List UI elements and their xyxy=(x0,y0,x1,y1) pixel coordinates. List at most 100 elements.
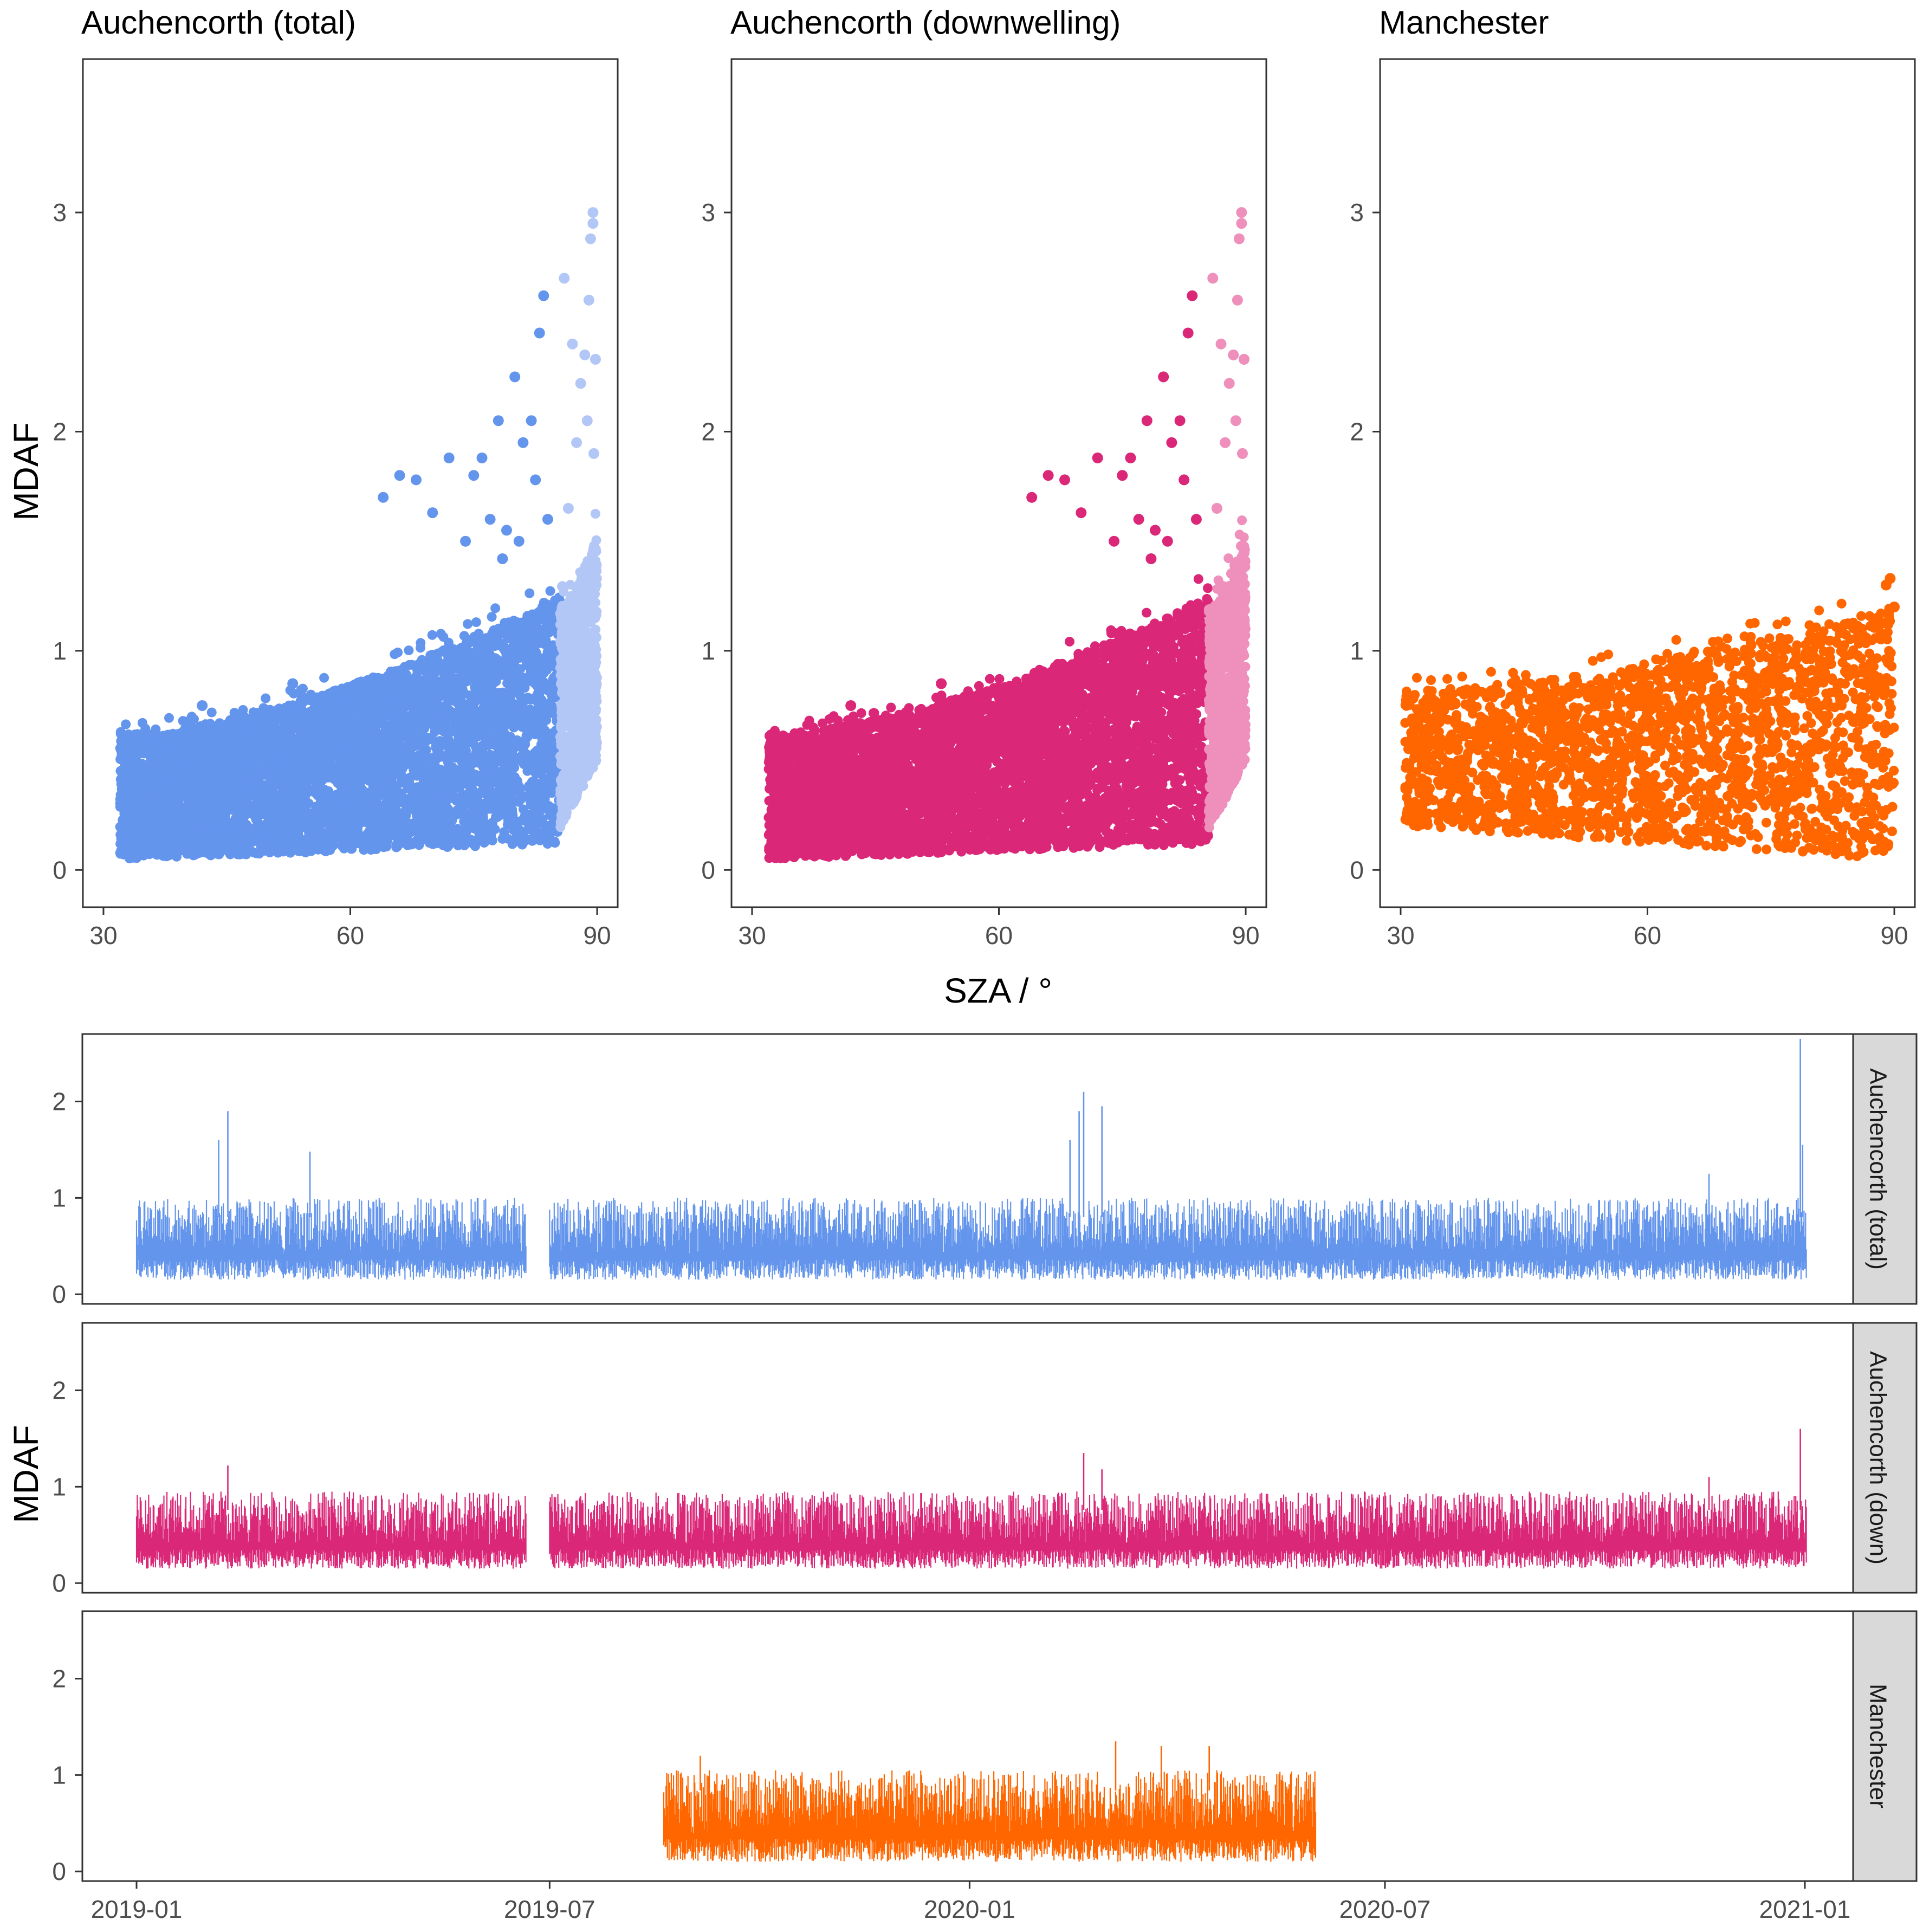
scatter-point xyxy=(289,765,299,776)
scatter-point xyxy=(240,805,250,815)
scatter-point xyxy=(504,656,514,666)
scatter-point xyxy=(161,745,172,755)
scatter-point xyxy=(323,836,333,847)
scatter-point xyxy=(533,809,543,819)
scatter-point xyxy=(487,835,497,845)
scatter-point xyxy=(449,652,459,663)
scatter-point xyxy=(392,842,403,852)
scatter-point xyxy=(539,660,549,670)
timeseries-y-axis-title: MDAF xyxy=(7,1425,46,1523)
scatter-point xyxy=(442,712,452,721)
scatter-point xyxy=(151,724,161,734)
scatter-point xyxy=(431,667,441,677)
scatter-point xyxy=(328,762,338,772)
scatter-point xyxy=(125,790,135,800)
scatter-point xyxy=(208,789,218,799)
scatter-point xyxy=(346,816,357,826)
scatter-point xyxy=(252,777,262,787)
scatter-point xyxy=(492,812,502,822)
scatter-point xyxy=(497,663,507,674)
scatter-point xyxy=(427,630,437,640)
scatter-point xyxy=(335,787,346,797)
scatter-point xyxy=(464,710,474,721)
scatter-point xyxy=(284,746,295,757)
scatter-point xyxy=(328,686,339,696)
scatter-point xyxy=(536,670,546,681)
scatter-point xyxy=(261,718,271,728)
scatter-point xyxy=(223,824,234,834)
scatter-point xyxy=(229,708,239,718)
scatter-point xyxy=(306,774,316,785)
scatter-point xyxy=(390,649,400,660)
scatter-point xyxy=(261,786,271,796)
scatter-point xyxy=(459,738,469,748)
scatter-point xyxy=(524,643,534,654)
scatter-point xyxy=(487,612,497,622)
scatter-point xyxy=(158,811,168,822)
scatter-point xyxy=(296,684,306,695)
scatter-point xyxy=(235,720,245,731)
scatter-point xyxy=(372,737,383,747)
scatter-point xyxy=(402,781,412,791)
scatter-point xyxy=(484,779,494,789)
scatter-point xyxy=(336,811,347,821)
scatter-point xyxy=(436,629,446,639)
scatter-point xyxy=(488,629,498,639)
scatter-point xyxy=(415,658,425,668)
scatter-point xyxy=(461,793,471,803)
scatter-point xyxy=(362,829,373,839)
scatter-point xyxy=(509,722,519,733)
scatter-point xyxy=(387,721,397,731)
scatter-point xyxy=(319,673,329,683)
scatter-point xyxy=(535,746,546,757)
scatter-point xyxy=(499,827,509,837)
scatter-point xyxy=(526,694,536,705)
strip-label-auchencorth-total: Auchencorth (total) xyxy=(1864,1068,1891,1270)
scatter-point xyxy=(424,820,435,831)
scatter-point xyxy=(189,740,199,751)
scatter-point xyxy=(183,794,193,805)
scatter-point xyxy=(454,682,464,693)
scatter-y-axis-title: MDAF xyxy=(7,422,46,520)
scatter-point xyxy=(164,713,174,723)
scatter-point xyxy=(168,728,178,739)
scatter-point xyxy=(346,767,356,777)
scatter-point xyxy=(404,645,414,656)
scatter-point xyxy=(468,816,478,826)
scatter-point xyxy=(424,659,434,669)
scatter-point xyxy=(496,768,506,779)
scatter-point xyxy=(226,789,237,799)
scatter-point xyxy=(272,793,282,804)
scatter-point xyxy=(450,717,461,727)
scatter-point xyxy=(529,707,540,717)
strip-auchencorth-total xyxy=(1852,1033,1918,1305)
strip-label-auchencorth-down: Auchencorth (down) xyxy=(1864,1351,1891,1565)
scatter-point xyxy=(545,826,555,836)
scatter-point xyxy=(355,732,366,742)
series-main xyxy=(115,290,565,864)
scatter-point xyxy=(140,785,150,794)
scatter-point xyxy=(393,739,403,748)
scatter-title-manchester: Manchester xyxy=(1379,4,1549,41)
scatter-point xyxy=(377,715,387,725)
scatter-point xyxy=(541,624,551,634)
scatter-point xyxy=(256,845,267,856)
scatter-point xyxy=(471,835,481,845)
scatter-point xyxy=(115,839,126,849)
scatter-point xyxy=(484,649,495,659)
scatter-point xyxy=(471,617,481,628)
scatter-point xyxy=(509,639,519,650)
scatter-point xyxy=(494,740,504,750)
scatter-point xyxy=(304,811,314,821)
scatter-point xyxy=(457,809,468,819)
scatter-point xyxy=(391,747,402,758)
scatter-point xyxy=(444,637,454,648)
scatter-point xyxy=(285,721,295,732)
scatter-point xyxy=(125,854,134,864)
scatter-title-auchencorth-downwelling: Auchencorth (downwelling) xyxy=(730,4,1121,41)
scatter-point xyxy=(424,838,435,848)
scatter-point xyxy=(122,738,133,748)
scatter-x-axis-title: SZA / ° xyxy=(944,971,1052,1010)
scatter-point xyxy=(487,823,497,833)
